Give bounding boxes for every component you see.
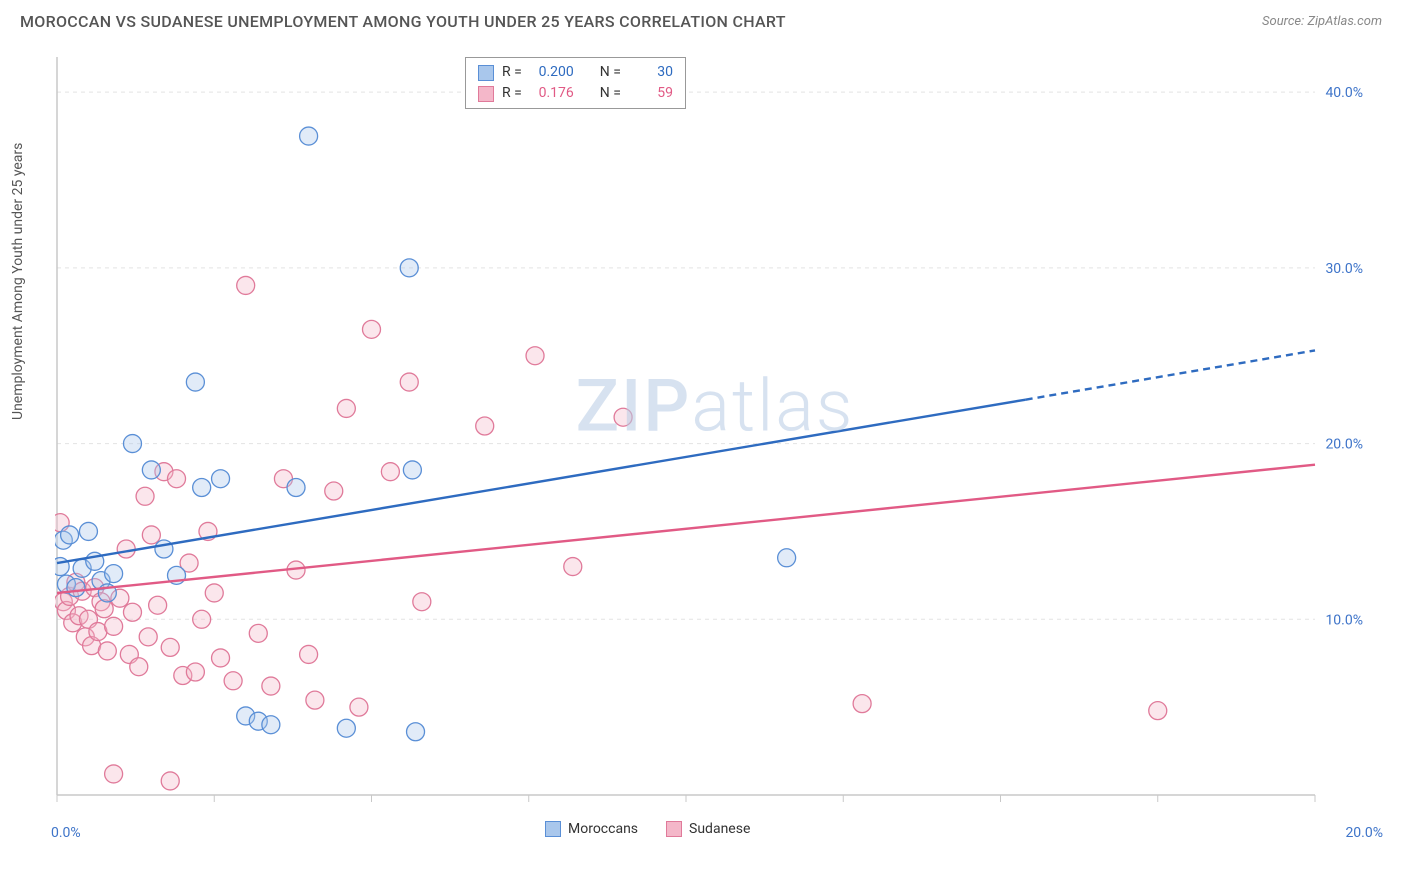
x-tick-20: 20.0% <box>1345 825 1383 841</box>
source-credit: Source: ZipAtlas.com <box>1262 14 1382 29</box>
series-legend: Moroccans Sudanese <box>545 821 750 837</box>
r-label: R = <box>502 83 522 104</box>
source-name: ZipAtlas.com <box>1307 14 1382 29</box>
swatch-moroccans-icon <box>545 821 561 837</box>
chart-title: MOROCCAN VS SUDANESE UNEMPLOYMENT AMONG … <box>20 12 786 31</box>
legend-label-moroccans: Moroccans <box>568 821 638 837</box>
y-tick-label: 30.0% <box>1325 261 1363 277</box>
n-value-moroccans: 30 <box>629 62 673 83</box>
legend-label-sudanese: Sudanese <box>689 821 750 837</box>
correlation-row-sudanese: R = 0.176 N = 59 <box>478 83 673 104</box>
swatch-sudanese-icon <box>478 86 494 102</box>
r-label: R = <box>502 62 522 83</box>
chart-container: MOROCCAN VS SUDANESE UNEMPLOYMENT AMONG … <box>0 0 1406 892</box>
y-tick-label: 40.0% <box>1325 85 1363 101</box>
source-prefix: Source: <box>1262 14 1307 29</box>
n-label: N = <box>600 83 621 104</box>
n-value-sudanese: 59 <box>629 83 673 104</box>
y-tick-label: 10.0% <box>1325 612 1363 628</box>
swatch-sudanese-icon <box>666 821 682 837</box>
legend-item-sudanese: Sudanese <box>666 821 750 837</box>
plot-area: ZIPatlas 10.0%20.0%30.0%40.0% R = 0.200 … <box>55 55 1375 835</box>
n-label: N = <box>600 62 621 83</box>
r-value-sudanese: 0.176 <box>530 83 574 104</box>
y-tick-label: 20.0% <box>1325 437 1363 453</box>
legend-item-moroccans: Moroccans <box>545 821 638 837</box>
correlation-legend: R = 0.200 N = 30 R = 0.176 N = 59 <box>465 57 686 109</box>
y-axis-label: Unemployment Among Youth under 25 years <box>10 143 26 420</box>
chart-svg: 10.0% 20.0% 30.0% 40.0% <box>55 55 1375 835</box>
r-value-moroccans: 0.200 <box>530 62 574 83</box>
correlation-row-moroccans: R = 0.200 N = 30 <box>478 62 673 83</box>
swatch-moroccans-icon <box>478 65 494 81</box>
x-tick-0: 0.0% <box>51 825 81 841</box>
